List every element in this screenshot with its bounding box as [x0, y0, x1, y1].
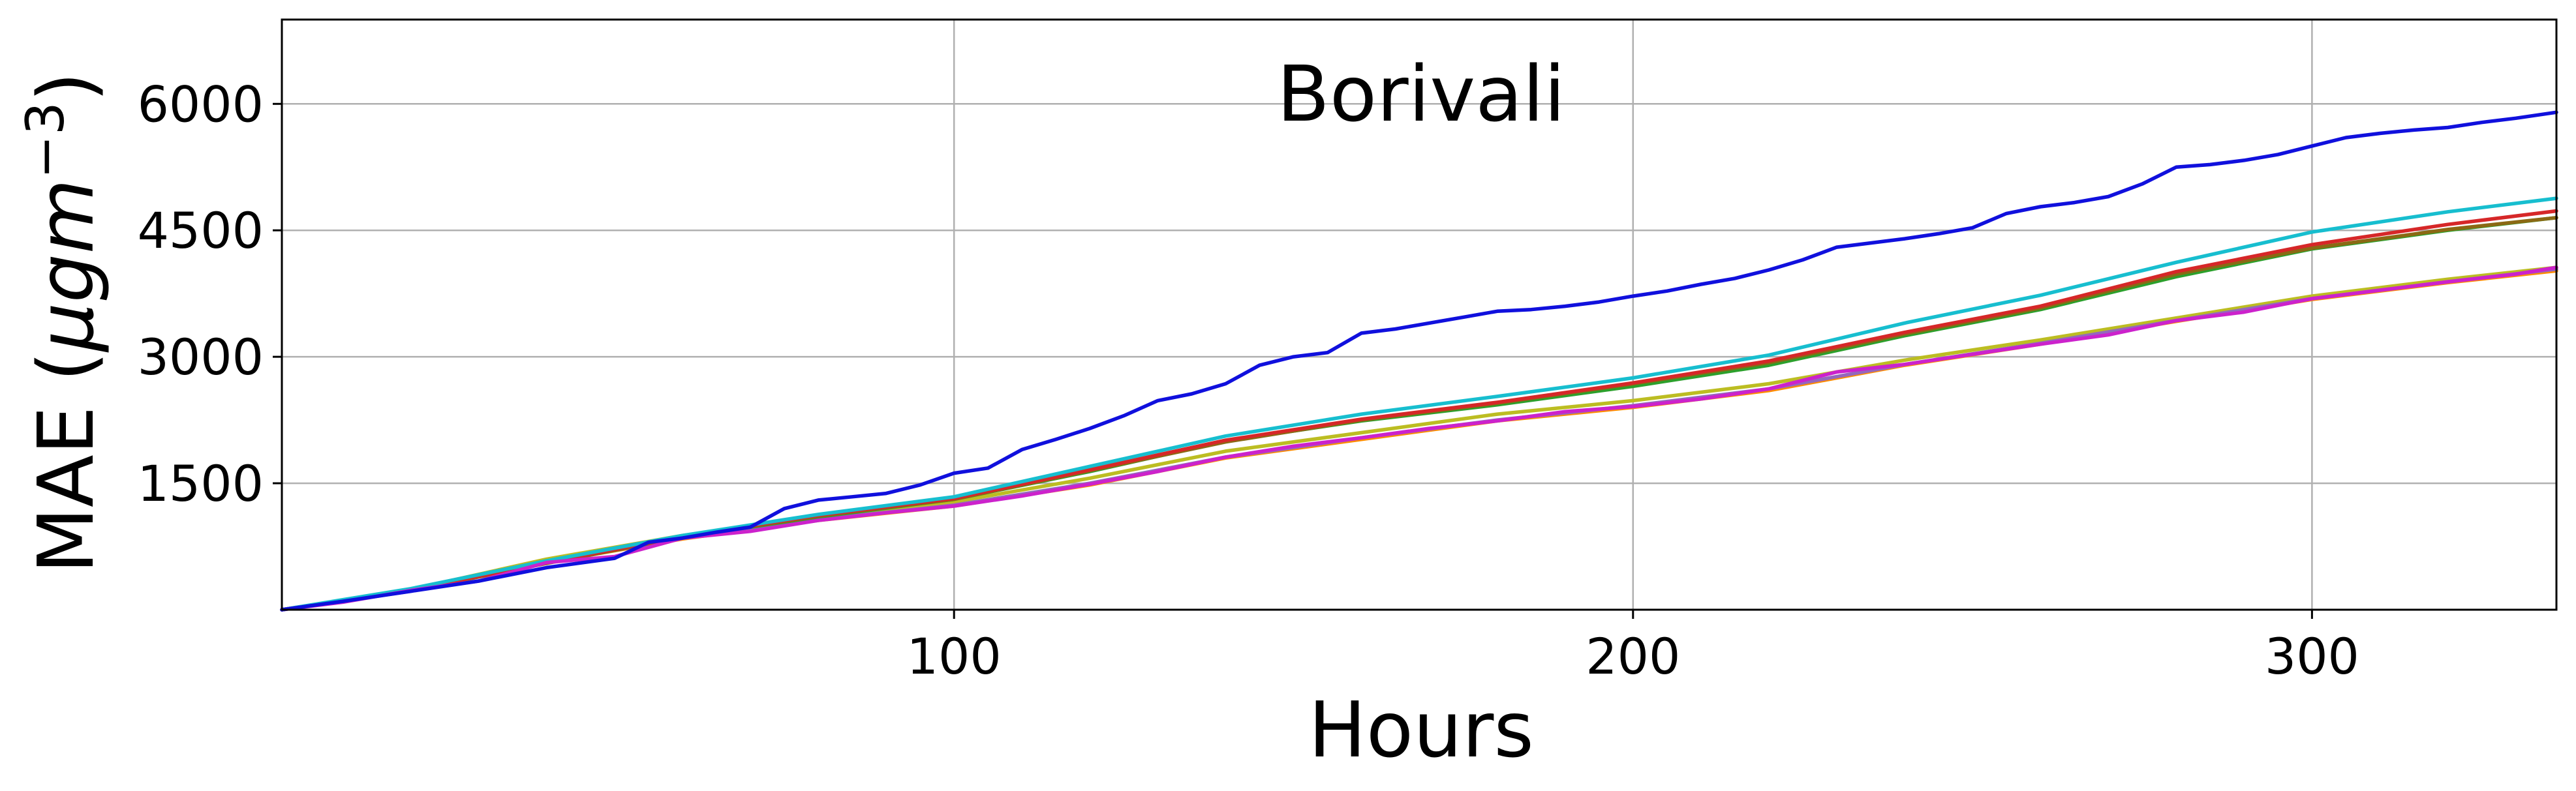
series-line-1	[280, 269, 2558, 612]
series-line-8	[280, 265, 2558, 612]
series-line-3	[280, 267, 2558, 612]
series-lines	[280, 110, 2558, 612]
y-axis-label-unit: gm	[21, 179, 111, 303]
axis-ticks: 100 200 300 1500 3000 4500 6000	[138, 75, 2359, 685]
y-axis-label-close: )	[21, 72, 111, 102]
x-tick-label: 200	[1586, 627, 1680, 685]
x-axis-label: Hours	[1308, 685, 1534, 775]
y-tick-label: 6000	[138, 75, 264, 133]
y-axis-label: MAE (μgm−3)	[15, 72, 111, 574]
y-tick-label: 3000	[138, 328, 264, 386]
y-axis-label-mu: μ	[21, 303, 111, 353]
y-axis-label-exponent: −3	[15, 102, 76, 179]
chart-title: Borivali	[1277, 49, 1565, 139]
x-tick-label: 300	[2265, 627, 2359, 685]
series-line-9	[280, 110, 2558, 612]
y-tick-label: 4500	[138, 201, 264, 260]
plot-frame	[281, 18, 2558, 611]
y-tick-label: 1500	[138, 455, 264, 513]
series-line-2	[280, 265, 2558, 612]
x-tick-label: 100	[907, 627, 1002, 685]
y-axis-label-text: MAE (	[21, 351, 111, 574]
series-line-7	[280, 196, 2558, 612]
grid-lines	[282, 20, 2556, 610]
